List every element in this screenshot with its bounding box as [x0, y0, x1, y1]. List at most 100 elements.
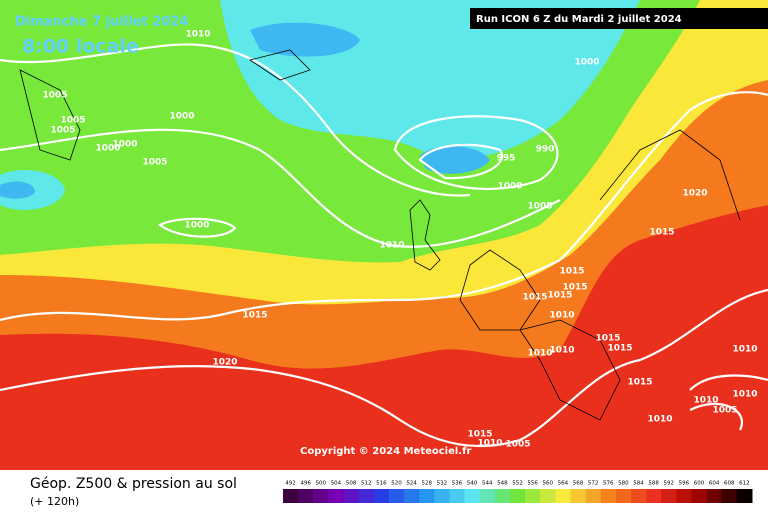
footer-subtitle: (+ 120h)	[30, 495, 79, 508]
blue-zone	[0, 181, 35, 199]
isobar-label: 1005	[60, 116, 85, 126]
legend-label: 516	[376, 481, 387, 487]
isobar-label: 1010	[693, 396, 718, 406]
isobar-label: 1005	[42, 91, 67, 101]
isobar-label: 1010	[732, 390, 757, 400]
legend-label: 608	[724, 481, 735, 487]
legend-label: 560	[543, 481, 554, 487]
coastline	[19, 49, 311, 161]
legend-swatch	[464, 489, 481, 503]
blue-zone	[420, 145, 490, 174]
legend-swatch	[313, 489, 329, 503]
legend-swatch	[449, 489, 466, 503]
legend-swatch	[630, 489, 647, 503]
legend-label: 612	[739, 481, 750, 487]
coastline	[409, 129, 741, 421]
isobar-label: 1015	[547, 291, 572, 301]
legend-swatch	[434, 489, 450, 503]
isobar-label: 1000	[95, 144, 120, 154]
isobar-label: 1015	[242, 311, 267, 321]
legend-label: 592	[664, 481, 675, 487]
footer-title: Géop. Z500 & pression au sol	[30, 476, 237, 492]
isobar-label: 1000	[574, 58, 599, 68]
legend-swatch	[298, 489, 314, 503]
legend-label: 580	[618, 481, 629, 487]
isobar-label: 1015	[649, 228, 674, 238]
isobar-label: 1015	[559, 267, 584, 277]
isobar	[393, 115, 559, 191]
legend-swatch	[646, 489, 662, 503]
isobar	[0, 288, 768, 448]
time: 8:00 locale	[22, 36, 139, 58]
legend-label: 584	[633, 481, 644, 487]
isobar	[0, 43, 471, 197]
isobar-label: 1010	[379, 241, 404, 251]
isobar-label: 1015	[467, 430, 492, 440]
legend-label: 556	[527, 481, 538, 487]
legend-label: 604	[709, 481, 720, 487]
legend-swatch	[404, 489, 420, 503]
legend-label: 508	[346, 481, 357, 487]
legend-swatch	[706, 489, 723, 503]
run-box	[470, 8, 768, 29]
legend-swatch	[555, 489, 571, 503]
legend-swatch	[328, 489, 345, 503]
legend-label: 544	[482, 481, 493, 487]
isobar-label: 1000	[184, 221, 209, 231]
legend-label: 496	[300, 481, 311, 487]
run-info: Run ICON 6 Z du Mardi 2 juillet 2024	[476, 14, 682, 25]
isobar-label: 1015	[562, 283, 587, 293]
isobar-label: 1010	[732, 345, 757, 355]
legend-label: 540	[467, 481, 478, 487]
legend-label: 520	[391, 481, 402, 487]
isobar-label: 1005	[527, 202, 552, 212]
isobar-label: 990	[536, 145, 555, 155]
legend-label: 536	[452, 481, 463, 487]
isobar-label: 1005	[142, 158, 167, 168]
legend-swatch	[479, 489, 496, 503]
isobar-label: 1000	[497, 182, 522, 192]
isobar-label: 995	[497, 154, 516, 164]
isobar-label: 1005	[50, 126, 75, 136]
legend-swatch	[691, 489, 708, 503]
isobar-label: 1005	[505, 440, 530, 450]
legend-swatch	[525, 489, 541, 503]
legend-swatch	[388, 489, 405, 503]
legend-swatch	[358, 489, 375, 503]
legend-swatch	[736, 489, 753, 503]
isobar	[0, 128, 561, 248]
isobar-label: 1020	[212, 358, 237, 368]
isobar	[0, 91, 768, 322]
isobar-label: 1010	[549, 311, 574, 321]
legend-label: 504	[331, 481, 342, 487]
isobar-label: 1010	[477, 439, 502, 449]
legend-swatch	[585, 489, 602, 503]
copyright: Copyright © 2024 Meteociel.fr	[300, 446, 471, 457]
legend-label: 512	[361, 481, 372, 487]
legend-swatch	[661, 489, 677, 503]
isobar-label: 1015	[607, 344, 632, 354]
legend-label: 572	[588, 481, 599, 487]
isobar-label: 1015	[627, 378, 652, 388]
legend-label: 528	[421, 481, 432, 487]
blue-zone	[250, 22, 360, 57]
legend-label: 576	[603, 481, 614, 487]
legend-swatch	[570, 489, 587, 503]
isobar-label: 1010	[549, 346, 574, 356]
legend-swatch	[419, 489, 435, 503]
legend-swatch	[343, 489, 360, 503]
legend-swatch	[615, 489, 632, 503]
legend-label: 564	[558, 481, 569, 487]
isobar-label: 1000	[112, 140, 137, 150]
date: Dimanche 7 juillet 2024	[15, 15, 189, 30]
legend-swatch	[600, 489, 617, 503]
legend-label: 600	[694, 481, 705, 487]
legend-swatch	[676, 489, 692, 503]
legend-label: 568	[573, 481, 584, 487]
legend-swatch	[721, 489, 738, 503]
legend-label: 500	[316, 481, 327, 487]
legend-label: 596	[679, 481, 690, 487]
legend-swatch	[494, 489, 511, 503]
isobar	[689, 374, 768, 431]
